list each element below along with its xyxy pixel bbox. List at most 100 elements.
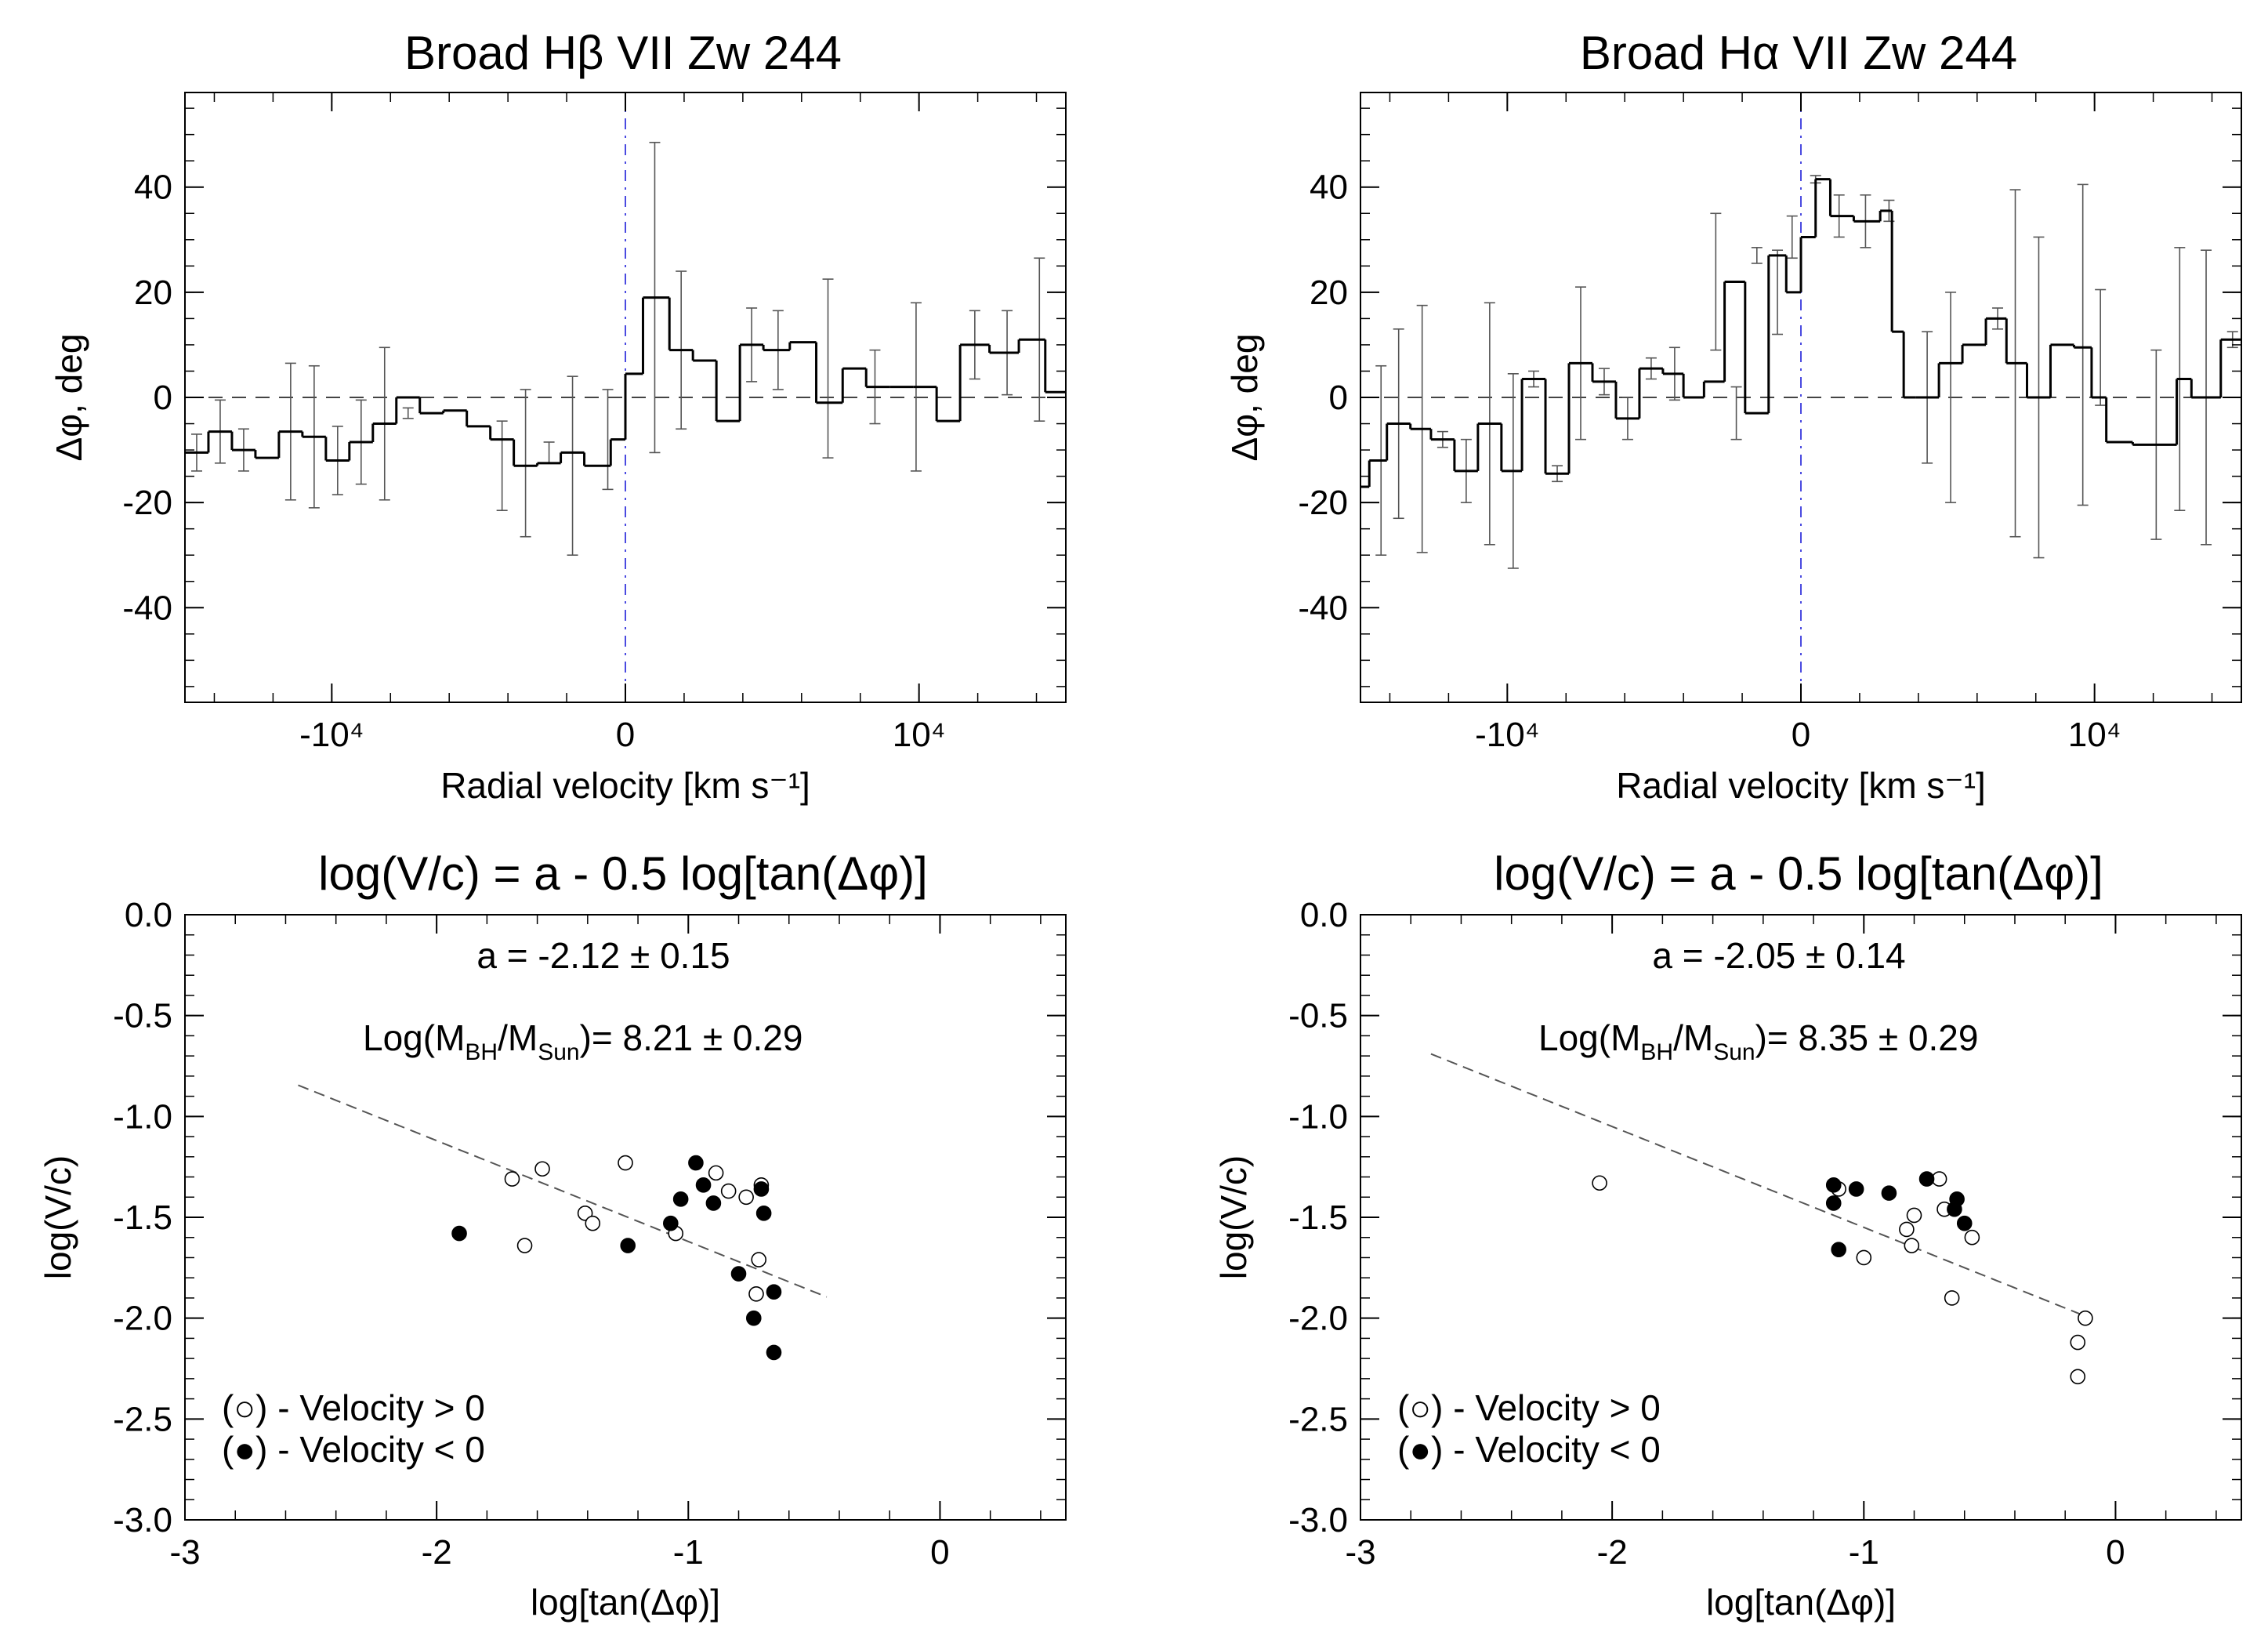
scatter-point-positive-velocity	[585, 1215, 601, 1231]
reference-lines	[1360, 92, 2241, 702]
scatter-point-positive-velocity	[1944, 1290, 1960, 1306]
scatter-point-positive-velocity	[720, 1183, 737, 1199]
y-tick-label: -3.0	[113, 1501, 172, 1539]
scatter-point-negative-velocity	[1825, 1195, 1842, 1211]
black-hole-mass: Log(MBH/MSun)= 8.21 ± 0.29	[363, 1017, 802, 1065]
y-tick-label: -1.5	[113, 1198, 172, 1237]
error-bar	[496, 420, 508, 511]
x-tick-label: -10⁴	[1475, 716, 1540, 754]
y-tick-label: 0	[154, 379, 172, 417]
x-tick-label: 0	[2106, 1533, 2125, 1572]
y-tick-label: 40	[134, 169, 172, 207]
plot-frame	[184, 914, 1067, 1521]
panel-hbeta-phase: Broad Hβ VII Zw 244 -10⁴ 0 10⁴-40-2002040 …	[49, 27, 1067, 806]
scatter-point-negative-velocity	[1881, 1185, 1897, 1201]
fit-line	[298, 1084, 828, 1298]
error-bar	[1730, 386, 1742, 441]
error-bar	[402, 407, 414, 419]
error-bar	[602, 389, 614, 491]
scatter-point-negative-velocity	[730, 1266, 747, 1282]
y-axis-label: log(V/c)	[38, 1155, 78, 1279]
y-tick-label: 20	[1310, 274, 1348, 312]
scatter-point-negative-velocity	[1825, 1177, 1842, 1193]
x-tick-label: -1	[1849, 1533, 1879, 1572]
scatter-point-positive-velocity	[748, 1285, 764, 1302]
y-tick-label: 20	[134, 274, 172, 312]
error-bar	[1772, 249, 1784, 335]
plot-frame	[1360, 92, 2242, 703]
error-bar	[520, 389, 531, 538]
legend-open-entry: (○) - Velocity > 0	[1397, 1387, 1661, 1428]
step-series	[1360, 178, 2241, 488]
x-tick-label: 10⁴	[893, 716, 946, 754]
error-bar	[822, 278, 834, 459]
y-tick-label: -3.0	[1288, 1501, 1348, 1539]
scatter-point-negative-velocity	[672, 1191, 689, 1207]
scatter-point-negative-velocity	[1918, 1171, 1935, 1187]
y-tick-label: -40	[1298, 589, 1348, 627]
error-bar	[1710, 212, 1722, 351]
x-tick-label: 0	[1792, 716, 1810, 754]
plot-frame	[184, 92, 1067, 703]
scatter-point-positive-velocity	[1906, 1207, 1922, 1224]
chart-title: log(V/c) = a - 0.5 log[tan(Δφ)]	[1494, 847, 2103, 900]
error-bars	[1375, 175, 2238, 569]
x-tick-label: 0	[616, 716, 635, 754]
y-tick-label: -1.0	[113, 1097, 172, 1136]
x-axis-label: log[tan(Δφ)]	[1706, 1582, 1896, 1623]
chart-title: Broad Hβ VII Zw 244	[404, 27, 842, 79]
scatter-point-negative-velocity	[1949, 1191, 1965, 1207]
step-series	[185, 296, 1066, 467]
legend-open-entry: (○) - Velocity > 0	[222, 1387, 485, 1428]
y-tick-label: -2.5	[113, 1400, 172, 1438]
x-tick-label: -2	[1597, 1533, 1628, 1572]
legend-filled-entry: (●) - Velocity < 0	[1397, 1429, 1661, 1470]
scatter-point-negative-velocity	[1848, 1181, 1864, 1197]
black-hole-mass: Log(MBH/MSun)= 8.35 ± 0.29	[1538, 1017, 1978, 1065]
y-tick-label: -1.0	[1288, 1097, 1348, 1136]
error-bar	[543, 441, 555, 464]
fit-parameter-a: a = -2.05 ± 0.14	[1652, 935, 1905, 976]
error-bar	[2095, 288, 2107, 406]
open-circle-icon: ○	[234, 1387, 255, 1428]
scatter-point-negative-velocity	[766, 1344, 782, 1361]
x-tick-label: 0	[930, 1533, 949, 1572]
y-tick-label: 0	[1329, 379, 1348, 417]
scatter-point-positive-velocity	[2078, 1310, 2093, 1326]
scatter-point-positive-velocity	[1904, 1238, 1920, 1253]
scatter-point-negative-velocity	[663, 1215, 679, 1231]
y-tick-label: 40	[1310, 169, 1348, 207]
x-axis-label: log[tan(Δφ)]	[531, 1582, 720, 1623]
scatter-point-positive-velocity	[516, 1238, 533, 1253]
scatter-point-negative-velocity	[1831, 1242, 1846, 1257]
scatter-point-positive-velocity	[577, 1206, 593, 1221]
scatter-point-positive-velocity	[2070, 1369, 2086, 1385]
scatter-point-negative-velocity	[705, 1195, 722, 1211]
y-tick-label: -20	[1298, 484, 1348, 522]
error-bar	[1751, 247, 1763, 264]
scatter-point-negative-velocity	[745, 1310, 762, 1326]
fit-line	[1430, 1053, 2086, 1318]
y-tick-label: -2.0	[1288, 1300, 1348, 1338]
scatter-point-positive-velocity	[504, 1171, 520, 1187]
x-tick-label: -2	[422, 1533, 452, 1572]
x-axis-label: Radial velocity [km s⁻¹]	[1616, 765, 1986, 806]
axis-ticks: -3 -2 -1 0 0.0 -0.5 -1.0 -1.5 -2.0 -2.5 -3.0	[1288, 896, 2241, 1572]
error-bar	[1786, 215, 1798, 259]
x-tick-label: -3	[169, 1533, 200, 1572]
y-tick-label: -0.5	[113, 997, 172, 1035]
legend: (○) - Velocity > 0 (●) - Velocity < 0	[1397, 1387, 1661, 1470]
chart-title: log(V/c) = a - 0.5 log[tan(Δφ)]	[318, 847, 928, 900]
scatter-point-positive-velocity	[1899, 1221, 1915, 1238]
y-axis-label: Δφ, deg	[49, 334, 89, 462]
panel-scatter-hbeta: log(V/c) = a - 0.5 log[tan(Δφ)] -3 -2 -1 0 0…	[38, 847, 1067, 1623]
axis-ticks: -10⁴ 0 10⁴ -40 -20 0 20 40	[122, 92, 1066, 754]
y-tick-label: -0.5	[1288, 997, 1348, 1035]
y-tick-label: -2.0	[113, 1300, 172, 1338]
y-tick-label: -2.5	[1288, 1400, 1348, 1438]
scatter-point-positive-velocity	[708, 1165, 724, 1181]
axis-ticks: -3 -2 -1 0 0.0 -0.5 -1.0 -1.5 -2.0 -2.5 -3.0	[113, 896, 1066, 1572]
plot-frame	[1360, 914, 2242, 1521]
scatter-point-positive-velocity	[618, 1155, 633, 1171]
